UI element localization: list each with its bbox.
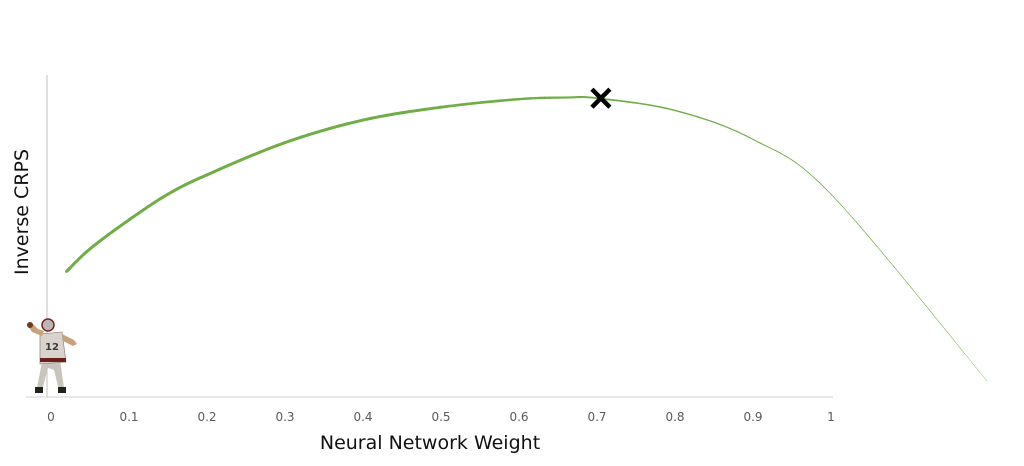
- optimum-x-marker: [590, 87, 612, 109]
- x-axis-title: Neural Network Weight: [320, 432, 540, 454]
- x-tick-label: 0.9: [743, 410, 762, 424]
- series-segment: [948, 334, 965, 354]
- series-segment: [819, 182, 832, 195]
- plot-area: [26, 75, 833, 398]
- series-segment: [759, 142, 768, 148]
- quarterback-shoe-left: [35, 387, 43, 393]
- x-tick-label: 0.4: [353, 410, 372, 424]
- x-tick-label: 0.2: [197, 410, 216, 424]
- series-line: [65, 96, 988, 382]
- series-segment: [682, 111, 692, 116]
- series-segment: [242, 153, 254, 161]
- series-segment: [697, 116, 707, 121]
- x-tick-label: 0.5: [431, 410, 450, 424]
- series-segment: [876, 246, 896, 269]
- x-tick-label: 1: [827, 410, 835, 424]
- series-segment: [640, 102, 651, 106]
- series-segment: [258, 147, 271, 154]
- series-segment: [464, 101, 476, 106]
- series-segment: [666, 107, 676, 112]
- series-segment: [608, 98, 618, 102]
- series-segment: [779, 152, 788, 158]
- series-segment: [766, 146, 775, 151]
- quarterback-number: 12: [45, 342, 59, 353]
- series-segment: [250, 150, 262, 157]
- series-layer: [65, 96, 988, 382]
- series-segment: [894, 267, 915, 292]
- series-segment: [752, 138, 761, 144]
- series-segment: [931, 313, 950, 335]
- series-segment: [657, 105, 668, 110]
- x-tick-label: 0.1: [119, 410, 138, 424]
- series-segment: [744, 134, 754, 140]
- series-segment: [616, 99, 626, 103]
- series-segment: [674, 109, 684, 114]
- series-segment: [843, 207, 861, 227]
- series-segment: [736, 131, 746, 136]
- series-segment: [713, 121, 723, 126]
- series-segment: [809, 173, 821, 184]
- series-segment: [801, 166, 811, 175]
- series-segment: [480, 100, 492, 104]
- x-tick-label: 0: [47, 410, 55, 424]
- annotation-layer: [590, 87, 612, 109]
- series-segment: [977, 368, 988, 382]
- quarterback-legs: [37, 360, 64, 390]
- series-segment: [689, 114, 700, 118]
- series-segment: [859, 225, 878, 247]
- y-axis-title: Inverse CRPS: [11, 149, 33, 275]
- series-segment: [649, 104, 660, 108]
- series-segment: [705, 118, 715, 123]
- series-segment: [773, 149, 781, 154]
- series-segment: [793, 161, 803, 168]
- series-segment: [786, 156, 795, 162]
- series-segment: [632, 101, 643, 105]
- series-segment: [455, 102, 467, 107]
- quarterback-stripe: [40, 358, 66, 362]
- quarterback-helmet: [41, 318, 55, 332]
- series-segment: [447, 103, 459, 108]
- series-segment: [721, 124, 731, 129]
- x-tick-label: 0.8: [665, 410, 684, 424]
- series-segment: [913, 290, 933, 314]
- series-segment: [624, 100, 634, 104]
- series-segment: [830, 193, 845, 209]
- x-tick-label: 0.3: [275, 410, 294, 424]
- series-segment: [964, 353, 978, 370]
- quarterback-other-arm: [62, 334, 77, 346]
- quarterback-shoe-right: [58, 387, 66, 393]
- quarterback-icon: 12: [27, 318, 77, 393]
- x-tick-label: 0.7: [587, 410, 606, 424]
- football-ball: [27, 322, 33, 328]
- series-segment: [472, 101, 484, 105]
- x-marker-stroke: [590, 87, 612, 109]
- x-tick-label: 0.6: [509, 410, 528, 424]
- series-segment: [728, 127, 739, 133]
- series-segment: [488, 99, 500, 103]
- x-tick-labels: 0 0.1 0.2 0.3 0.4 0.5 0.6 0.7 0.8 0.9 1: [47, 410, 835, 424]
